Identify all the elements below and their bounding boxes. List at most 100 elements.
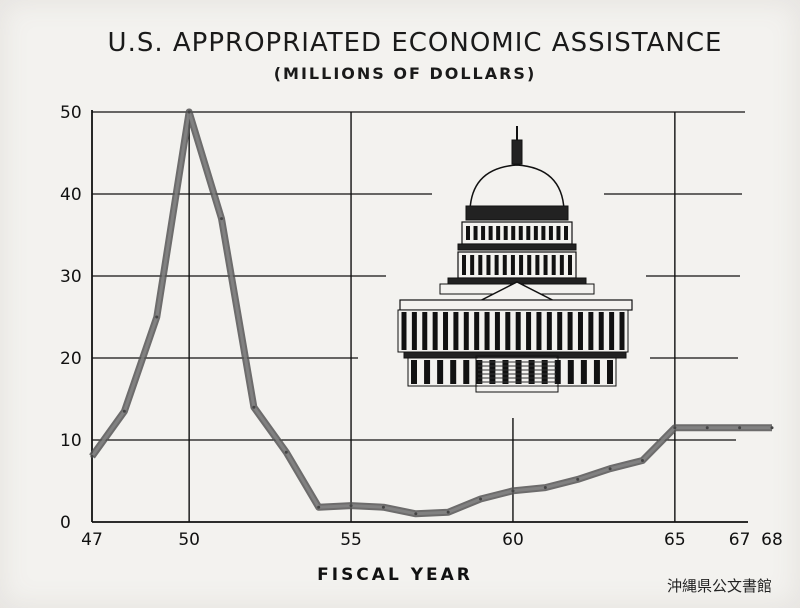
capitol-column — [484, 312, 490, 350]
series-line-highlight — [90, 110, 772, 516]
chart-title: U.S. APPROPRIATED ECONOMIC ASSISTANCE — [107, 28, 723, 58]
capitol-column — [502, 255, 507, 275]
chart-subtitle: (MILLIONS OF DOLLARS) — [273, 64, 537, 83]
capitol-column — [515, 360, 522, 384]
capitol-column — [502, 360, 509, 384]
capitol-column — [568, 255, 572, 275]
capitol-column — [486, 255, 491, 275]
capitol-column — [401, 312, 407, 350]
capitol-column — [567, 360, 574, 384]
capitol-column — [437, 360, 444, 384]
data-point — [446, 510, 450, 514]
capitol-column — [496, 226, 501, 240]
capitol-column — [422, 312, 428, 350]
capitol-column — [432, 312, 438, 350]
capitol-column — [546, 312, 552, 350]
capitol-column — [580, 360, 587, 384]
capitol-column — [528, 360, 535, 384]
archive-watermark: 沖縄県公文書館 — [666, 577, 772, 595]
capitol-column — [443, 312, 449, 350]
capitol-column — [556, 226, 561, 240]
x-tick-label: 50 — [178, 530, 200, 550]
y-tick-label: 10 — [60, 431, 82, 451]
capitol-column — [505, 312, 511, 350]
data-point — [187, 110, 191, 114]
y-tick-label: 0 — [60, 513, 71, 533]
capitol-column — [424, 360, 431, 384]
capitol-column — [526, 312, 532, 350]
capitol-column — [607, 360, 613, 384]
capitol-column — [478, 255, 483, 275]
data-point — [576, 477, 580, 481]
x-tick-label: 67 — [729, 530, 751, 550]
x-tick-label: 47 — [81, 530, 103, 550]
capitol-column — [588, 312, 594, 350]
data-point — [543, 486, 547, 490]
capitol-column — [462, 255, 466, 275]
x-tick-label: 60 — [502, 530, 524, 550]
capitol-column — [619, 312, 625, 350]
capitol-column — [526, 226, 531, 240]
capitol-column — [519, 255, 524, 275]
data-point — [414, 512, 418, 516]
data-point — [220, 217, 224, 221]
capitol-column — [411, 312, 417, 350]
capitol-column — [466, 226, 470, 240]
capitol-column — [488, 226, 493, 240]
us-capitol-icon — [397, 126, 633, 393]
capitol-column — [494, 255, 499, 275]
capitol-column — [541, 360, 548, 384]
capitol-column — [473, 226, 478, 240]
data-point — [317, 505, 321, 509]
capitol-column — [453, 312, 459, 350]
capitol-column — [577, 312, 583, 350]
data-point — [122, 409, 126, 413]
data-point — [608, 467, 612, 471]
capitol-column — [518, 226, 523, 240]
data-point — [349, 504, 353, 508]
capitol-column — [489, 360, 496, 384]
data-point — [284, 450, 288, 454]
capitol-column — [536, 312, 542, 350]
capitol-column — [511, 226, 516, 240]
capitol-column — [411, 360, 417, 384]
capitol-column — [450, 360, 457, 384]
data-point — [770, 426, 774, 430]
capitol-column — [533, 226, 538, 240]
capitol-column — [541, 226, 546, 240]
capitol-column — [481, 226, 486, 240]
capitol-column — [503, 226, 508, 240]
capitol-column — [463, 360, 470, 384]
capitol-column — [470, 255, 475, 275]
capitol-column — [609, 312, 615, 350]
data-point — [381, 505, 385, 509]
capitol-column — [593, 360, 600, 384]
capitol-column — [527, 255, 532, 275]
data-point — [511, 489, 515, 493]
capitol-column — [559, 255, 564, 275]
capitol-column — [474, 312, 480, 350]
capitol-column — [564, 226, 568, 240]
y-tick-label: 50 — [60, 103, 82, 123]
capitol-column — [476, 360, 483, 384]
y-tick-label: 20 — [60, 349, 82, 369]
data-point — [155, 315, 159, 319]
capitol-column — [543, 255, 548, 275]
capitol-column — [548, 226, 553, 240]
x-tick-label: 65 — [664, 530, 686, 550]
y-tick-label: 30 — [60, 267, 82, 287]
capitol-column — [494, 312, 500, 350]
capitol-column — [515, 312, 521, 350]
data-point — [738, 426, 742, 430]
capitol-column — [567, 312, 573, 350]
capitol-column — [551, 255, 556, 275]
data-point — [252, 405, 256, 409]
data-point — [90, 454, 94, 458]
capitol-column — [510, 255, 515, 275]
data-point — [479, 497, 483, 501]
data-point — [673, 426, 677, 430]
capitol-column — [535, 255, 540, 275]
x-axis-label: FISCAL YEAR — [317, 565, 473, 585]
x-tick-label: 55 — [340, 530, 362, 550]
